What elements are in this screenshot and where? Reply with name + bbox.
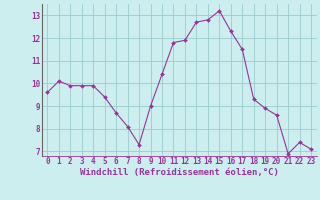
X-axis label: Windchill (Refroidissement éolien,°C): Windchill (Refroidissement éolien,°C)	[80, 168, 279, 177]
